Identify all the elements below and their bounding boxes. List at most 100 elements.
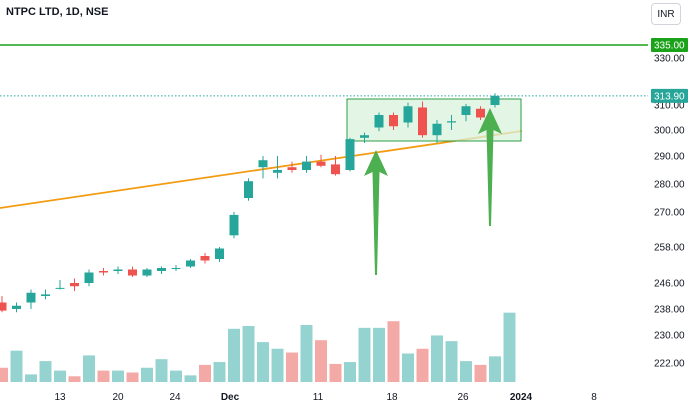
volume-bar (286, 352, 298, 382)
volume-bar (213, 362, 226, 382)
volume-bar (39, 361, 52, 382)
last-price-badge: 313.90 (654, 91, 685, 102)
price-axis-label: 258.00 (654, 243, 685, 254)
volume-bar (358, 327, 371, 382)
candle-up (345, 139, 355, 170)
volume-bar (97, 370, 110, 382)
candle-up (432, 123, 442, 136)
volume-bar (329, 363, 342, 382)
candle-up (171, 268, 181, 269)
volume-bar (402, 353, 414, 382)
volume-bar (416, 348, 429, 382)
volume-bar (228, 328, 240, 382)
candle-down (0, 302, 7, 311)
volume-bar (68, 376, 81, 382)
time-axis-label: 2024 (510, 392, 533, 403)
candle-up (360, 135, 369, 138)
volume-bar (489, 356, 501, 382)
time-axis-label: 20 (112, 392, 124, 403)
volume-bar (54, 370, 66, 382)
candle-down (331, 164, 340, 175)
candle-down (287, 167, 297, 170)
up-arrow-right (478, 108, 502, 226)
price-axis-label: 300.00 (654, 126, 685, 137)
volume-bar (0, 367, 8, 382)
volume-bar (373, 327, 385, 382)
candle-up (244, 181, 253, 198)
time-axis-label: 13 (54, 392, 66, 403)
candle-up (41, 294, 50, 296)
volume-bar (141, 367, 153, 382)
resistance-price-badge: 335.00 (654, 41, 685, 52)
volume-bar (503, 312, 516, 382)
volume-bar (199, 364, 211, 382)
volume-bar (10, 350, 23, 382)
candle-up (113, 269, 123, 271)
volume-bar (184, 375, 197, 382)
chart-title: NTPC LTD, 1D, NSE (6, 6, 109, 18)
candle-down (476, 108, 485, 118)
price-axis-label: 330.00 (654, 54, 685, 65)
price-axis-label: 290.00 (654, 152, 685, 163)
candle-down (418, 107, 427, 136)
candle-up (186, 260, 195, 267)
candle-up (374, 115, 384, 128)
volume-bar (445, 341, 458, 382)
candle-up (273, 170, 282, 173)
up-arrow-left (364, 150, 388, 275)
price-axis-label: 270.00 (654, 208, 685, 219)
candle-down (99, 271, 108, 273)
volume-bar (300, 325, 313, 382)
time-axis-label: Dec (221, 392, 240, 403)
candle-up (215, 248, 224, 259)
candle-up (490, 95, 500, 105)
candle-up (403, 106, 413, 123)
candle-up (447, 121, 456, 123)
volume-bar (170, 370, 182, 382)
price-axis-label: 280.00 (654, 180, 685, 191)
volume-bar (315, 340, 327, 382)
candle-up (229, 214, 239, 236)
time-axis-label: 18 (386, 392, 398, 403)
price-axis-label: 246.00 (654, 279, 685, 290)
currency-button[interactable]: INR (651, 3, 681, 25)
volume-bar (474, 364, 487, 382)
candle-up (12, 305, 21, 309)
candle-up (142, 269, 152, 276)
resistance-price-badge-bg (651, 38, 688, 52)
volume-bar (112, 370, 124, 382)
candle-up (55, 287, 65, 289)
last-price-badge-bg (651, 88, 688, 103)
candle-up (461, 106, 471, 115)
volume-bar (242, 325, 255, 382)
candle-up (302, 161, 311, 170)
candle-down (128, 269, 137, 276)
volume-bar (387, 321, 400, 382)
volume-bar (431, 335, 443, 382)
volume-bar (257, 342, 269, 382)
candle-down (389, 115, 398, 127)
price-axis-label: 222.00 (654, 359, 685, 370)
volume-bar (460, 361, 472, 382)
candle-down (316, 161, 326, 166)
price-axis-label: 310.00 (654, 101, 685, 112)
volume-bar (25, 374, 37, 382)
volume-bar (155, 359, 168, 382)
price-axis-label: 230.00 (654, 331, 685, 342)
candle-up (26, 292, 36, 303)
trend-line (0, 130, 523, 209)
time-axis-label: 24 (169, 392, 181, 403)
candle-up (84, 272, 94, 283)
candle-down (200, 256, 210, 261)
volume-bar (126, 372, 139, 382)
time-axis-label: 8 (591, 392, 597, 403)
price-axis-label: 238.00 (654, 305, 685, 316)
candle-down (70, 283, 79, 287)
time-axis-label: 11 (313, 392, 324, 403)
volume-bar (271, 348, 284, 382)
volume-bar (83, 355, 95, 382)
candle-up (157, 268, 166, 271)
candle-up (258, 160, 268, 168)
